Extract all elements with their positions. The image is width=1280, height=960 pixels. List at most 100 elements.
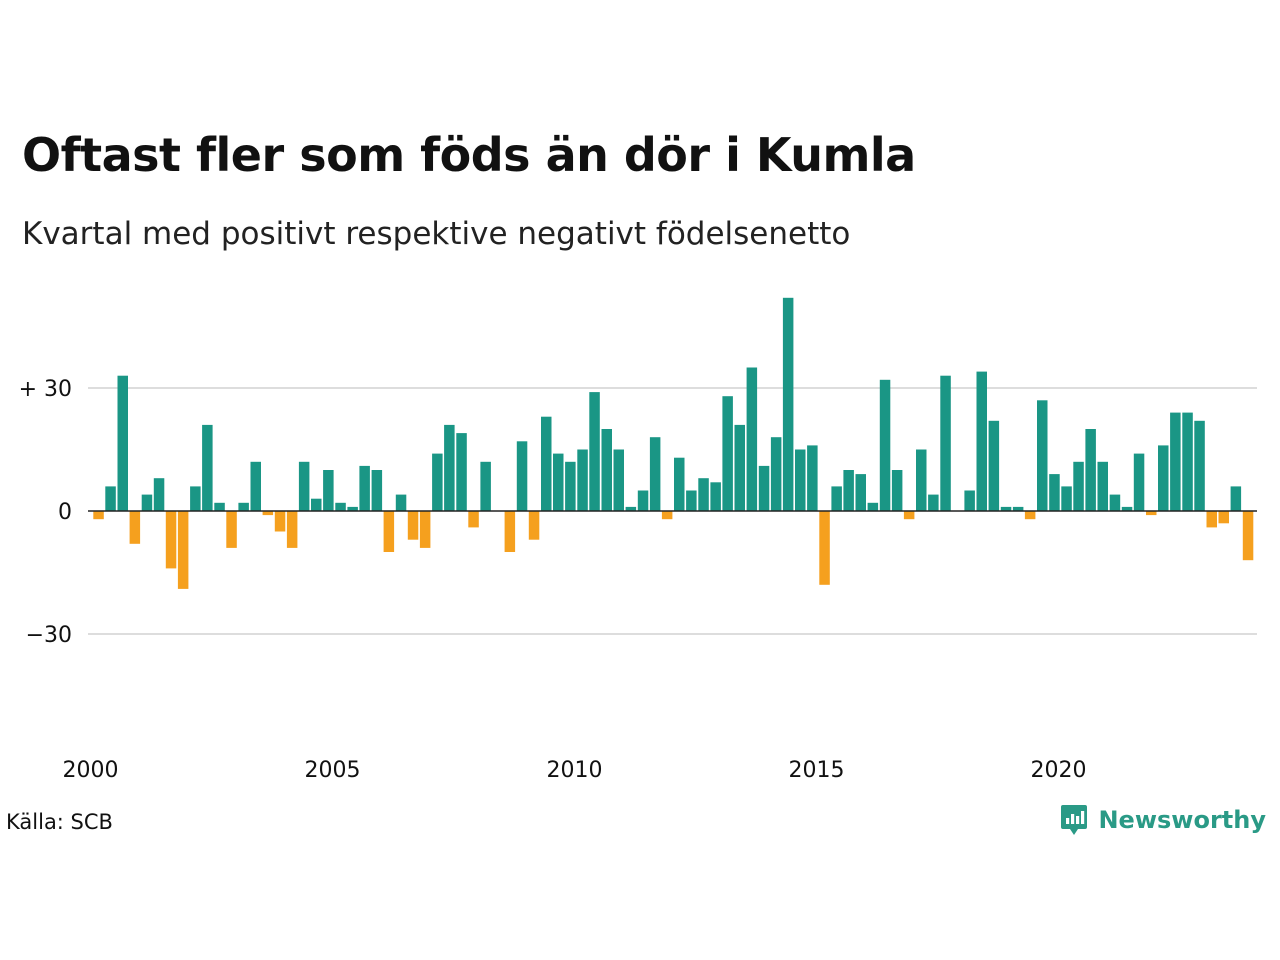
bar-positive	[565, 461, 576, 511]
x-tick-label: 2015	[789, 758, 845, 783]
bar-negative	[1024, 511, 1036, 520]
bar-positive	[674, 457, 685, 511]
bar-positive	[879, 379, 891, 511]
bar-positive	[928, 494, 939, 511]
brand-name: Newsworthy	[1098, 806, 1266, 834]
bar-positive	[202, 424, 213, 511]
bar-positive	[843, 470, 854, 511]
bar-positive	[710, 482, 721, 511]
bar-positive	[589, 392, 600, 511]
bar-positive	[238, 502, 249, 511]
bar-positive	[359, 465, 370, 511]
bar-negative	[419, 511, 431, 548]
bar-negative	[262, 511, 274, 516]
x-tick-label: 2005	[305, 758, 361, 783]
bar-positive	[432, 453, 443, 511]
bar-positive	[940, 375, 951, 511]
y-tick-label: −30	[26, 623, 72, 648]
bar-positive	[117, 375, 128, 511]
bar-positive	[311, 498, 322, 511]
bar-positive	[1000, 506, 1012, 511]
bar-positive	[1121, 506, 1133, 511]
bar-positive	[298, 461, 310, 511]
bar-positive	[686, 490, 697, 511]
bar-positive	[1012, 506, 1024, 511]
bar-positive	[1109, 494, 1121, 511]
y-tick-labels: + 30 0 −30	[19, 377, 72, 648]
bar-negative	[504, 511, 516, 552]
bar-positive	[347, 506, 358, 511]
bar-negative	[1218, 511, 1229, 524]
bar-positive	[807, 445, 818, 511]
x-tick-label: 2010	[547, 758, 603, 783]
bar-negative	[226, 511, 237, 548]
bar-positive	[916, 449, 927, 511]
bar-positive	[1158, 445, 1169, 511]
bar-negative	[274, 511, 286, 532]
bar-positive	[250, 461, 261, 511]
bar-positive	[746, 367, 758, 511]
bar-positive	[1230, 486, 1242, 511]
y-tick-label: + 30	[19, 377, 72, 402]
bar-positive	[1097, 461, 1108, 511]
bar-negative	[177, 511, 189, 589]
bar-positive	[976, 371, 987, 511]
bar-negative	[1146, 511, 1157, 516]
x-tick-label: 2020	[1031, 758, 1087, 783]
bar-positive	[637, 490, 649, 511]
page-title: Oftast fler som föds än dör i Kumla	[22, 128, 916, 182]
bar-positive	[625, 506, 637, 511]
bar-negative	[903, 511, 915, 520]
births-deaths-bar-chart: + 30 0 −30 2000 2005 2010 2015 2020	[19, 297, 1257, 783]
bar-negative	[661, 511, 673, 520]
bar-positive	[1182, 412, 1193, 511]
bar-positive	[335, 502, 346, 511]
bar-positive	[1037, 400, 1048, 511]
bar-negative	[1242, 511, 1254, 561]
bar-positive	[444, 424, 455, 511]
bar-positive	[770, 437, 782, 511]
bar-positive	[480, 461, 491, 511]
bar-positive	[795, 449, 806, 511]
bar-positive	[782, 297, 794, 511]
bar-positive	[734, 424, 745, 511]
bar-positive	[553, 453, 564, 511]
bar-positive	[601, 429, 612, 511]
bar-positive	[867, 502, 879, 511]
bar-positive	[153, 478, 165, 511]
bar-positive	[698, 478, 709, 511]
bar-positive	[456, 433, 467, 511]
bar-positive	[613, 449, 624, 511]
x-tick-labels: 2000 2005 2010 2015 2020	[63, 758, 1087, 783]
bar-positive	[1170, 412, 1181, 511]
page-subtitle: Kvartal med positivt respektive negativt…	[22, 216, 851, 252]
bar-positive	[758, 465, 770, 511]
bar-positive	[988, 420, 1000, 511]
bar-positive	[577, 449, 588, 511]
bar-negative	[165, 511, 177, 569]
bar-positive	[1085, 429, 1096, 511]
bar-negative	[819, 511, 830, 585]
bar-positive	[964, 490, 975, 511]
bar-positive	[649, 437, 661, 511]
bar-positive	[141, 494, 153, 511]
bar-positive	[722, 396, 733, 511]
bar-negative	[383, 511, 395, 552]
y-tick-label: 0	[58, 500, 72, 525]
bar-negative	[286, 511, 298, 548]
bar-positive	[831, 486, 842, 511]
bar-positive	[1049, 474, 1060, 511]
bar-positive	[855, 474, 866, 511]
bar-positive	[214, 502, 225, 511]
bar-positive	[395, 494, 407, 511]
bar-positive	[516, 441, 528, 511]
bar-positive	[891, 470, 903, 511]
grid-lines	[88, 387, 1257, 635]
bar-positive	[323, 470, 334, 511]
bar-negative	[407, 511, 419, 540]
bar-negative	[1206, 511, 1217, 528]
bar-positive	[105, 486, 116, 511]
bar-negative	[93, 511, 104, 520]
bar-positive	[541, 416, 552, 511]
bar-negative	[528, 511, 540, 540]
